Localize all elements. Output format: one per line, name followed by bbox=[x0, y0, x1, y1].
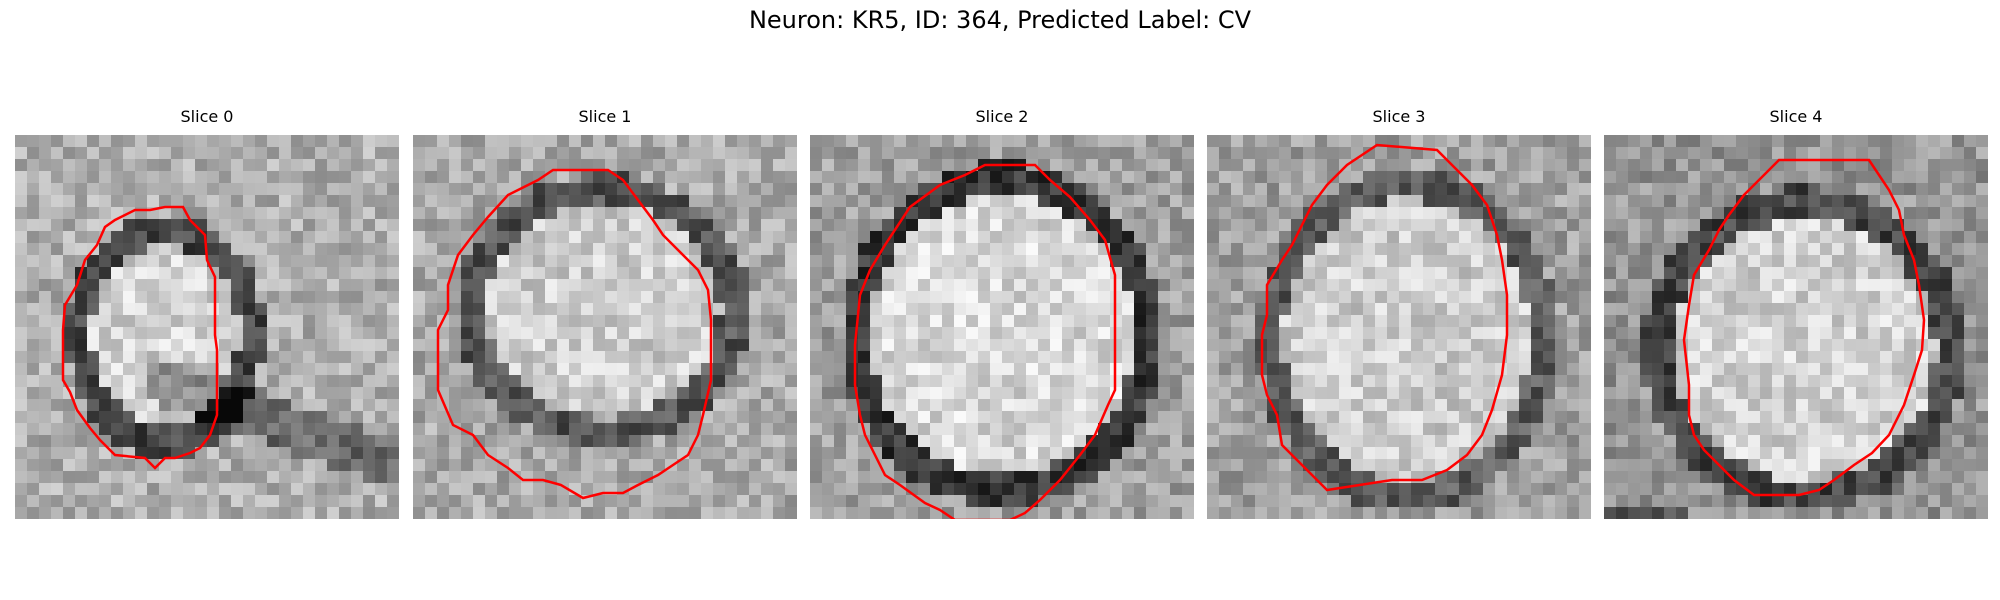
slice-title: Slice 0 bbox=[180, 107, 234, 126]
slice-title: Slice 2 bbox=[975, 107, 1029, 126]
slice-title: Slice 1 bbox=[578, 107, 632, 126]
slice-panel-0: Slice 0 bbox=[15, 105, 399, 525]
em-slice-image bbox=[810, 135, 1194, 519]
pixel-grid bbox=[1207, 135, 1591, 519]
segmentation-contour bbox=[61, 205, 219, 470]
slice-panel-4: Slice 4 bbox=[1604, 105, 1988, 525]
slice-panel-3: Slice 3 bbox=[1207, 105, 1591, 525]
pixel-grid bbox=[15, 135, 399, 519]
pixel-grid bbox=[1604, 135, 1988, 519]
em-slice-image bbox=[15, 135, 399, 519]
em-slice-image bbox=[1207, 135, 1591, 519]
segmentation-contour bbox=[436, 168, 713, 500]
figure-title: Neuron: KR5, ID: 364, Predicted Label: C… bbox=[748, 6, 1252, 34]
segmentation-contour bbox=[853, 163, 1117, 519]
em-slice-image bbox=[413, 135, 797, 519]
pixel-grid bbox=[413, 135, 797, 519]
pixel-grid bbox=[810, 135, 1194, 519]
em-slice-image bbox=[1604, 135, 1988, 519]
slice-panel-1: Slice 1 bbox=[413, 105, 797, 525]
slice-title: Slice 3 bbox=[1372, 107, 1426, 126]
segmentation-contour bbox=[1260, 143, 1509, 492]
slice-panel-2: Slice 2 bbox=[810, 105, 1194, 525]
slice-title: Slice 4 bbox=[1769, 107, 1823, 126]
segmentation-contour bbox=[1682, 158, 1926, 497]
